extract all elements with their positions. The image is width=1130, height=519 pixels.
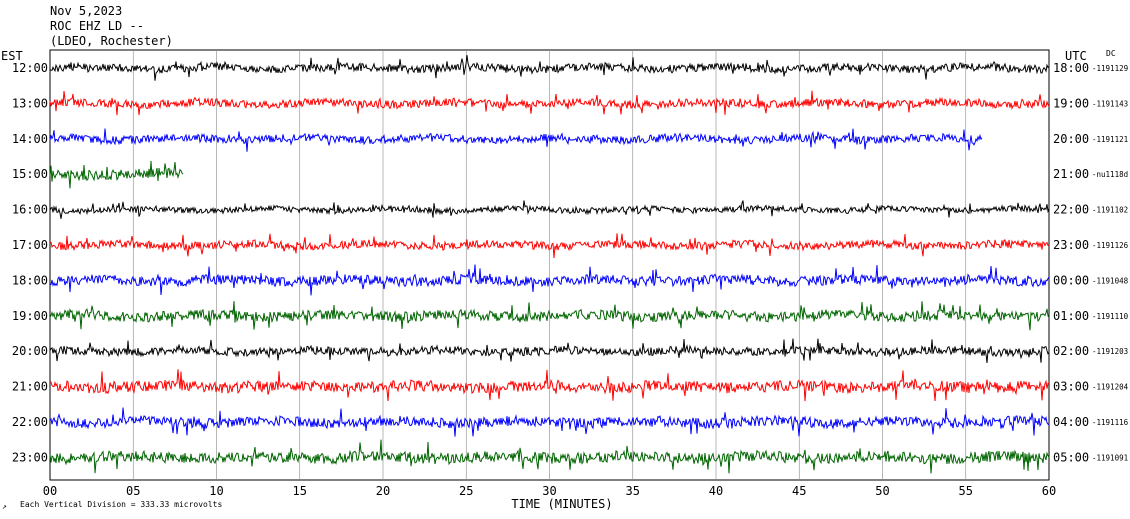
minute-grid bbox=[132, 50, 967, 480]
x-tick-label: 45 bbox=[792, 484, 806, 498]
network-label: (LDEO, Rochester) bbox=[50, 34, 173, 48]
est-label: 22:00 bbox=[12, 415, 48, 429]
dc-value: -1191091 bbox=[1092, 453, 1128, 462]
est-label: 21:00 bbox=[12, 380, 48, 394]
trace-row bbox=[49, 301, 1050, 331]
est-label: 17:00 bbox=[12, 238, 48, 252]
x-tick-label: 55 bbox=[959, 484, 973, 498]
trace-row bbox=[49, 264, 1050, 296]
x-tick-label: 10 bbox=[209, 484, 223, 498]
dc-value: -1191110 bbox=[1092, 312, 1129, 321]
dc-value: -1191204 bbox=[1092, 383, 1129, 392]
utc-label: 19:00 bbox=[1053, 96, 1089, 110]
footer-note: Each Vertical Division = 333.33 microvol… bbox=[20, 500, 222, 509]
est-label: 23:00 bbox=[12, 450, 48, 464]
dc-value: -nu1118d bbox=[1092, 170, 1128, 179]
dc-value: -1191143 bbox=[1092, 99, 1128, 108]
est-axis-label: EST bbox=[1, 49, 23, 63]
est-label: 14:00 bbox=[12, 132, 48, 146]
trace-row bbox=[49, 200, 1050, 219]
trace-row bbox=[49, 439, 1050, 474]
dc-value: -1191048 bbox=[1092, 276, 1129, 285]
x-tick-label: 00 bbox=[43, 484, 57, 498]
scale-icon: ↗ bbox=[2, 502, 7, 511]
dc-value: -1191203 bbox=[1092, 347, 1128, 356]
dc-label: DC bbox=[1106, 49, 1116, 58]
trace-group bbox=[49, 55, 1050, 474]
x-tick-label: 30 bbox=[542, 484, 556, 498]
utc-axis-label: UTC bbox=[1065, 49, 1087, 63]
trace-row bbox=[49, 407, 1050, 437]
utc-label: 20:00 bbox=[1053, 132, 1089, 146]
est-label: 19:00 bbox=[12, 309, 48, 323]
utc-label: 04:00 bbox=[1053, 415, 1089, 429]
utc-label: 21:00 bbox=[1053, 167, 1089, 181]
dc-value: -1191129 bbox=[1092, 64, 1128, 73]
trace-row bbox=[49, 338, 1050, 364]
utc-label: 22:00 bbox=[1053, 203, 1089, 217]
est-label: 16:00 bbox=[12, 203, 48, 217]
est-label: 12:00 bbox=[12, 61, 48, 75]
est-time-labels: 12:00 13:00 14:00 15:00 16:00 17:00 18:00 19:00… bbox=[12, 61, 48, 464]
dc-value: -1191102 bbox=[1092, 206, 1128, 215]
x-tick-label: 50 bbox=[875, 484, 889, 498]
utc-label: 23:00 bbox=[1053, 238, 1089, 252]
dc-value: -1191121 bbox=[1092, 135, 1128, 144]
utc-time-labels: 18:00 19:00 20:00 21:00 22:00 23:00 00:00 01:00… bbox=[1053, 61, 1089, 464]
x-tick-labels: 00 05 10 15 20 25 30 35 40 45 50 55 60 bbox=[43, 484, 1056, 498]
trace-row bbox=[49, 233, 1050, 259]
date-label: Nov 5,2023 bbox=[50, 4, 122, 18]
dc-offset-labels: -1191129 -1191143 -1191121 -nu1118d -1191102… bbox=[1092, 64, 1129, 462]
est-label: 13:00 bbox=[12, 96, 48, 110]
utc-label: 03:00 bbox=[1053, 380, 1089, 394]
utc-label: 01:00 bbox=[1053, 309, 1089, 323]
x-tick-label: 20 bbox=[376, 484, 390, 498]
trace-row bbox=[49, 369, 1049, 402]
dc-value: -1191126 bbox=[1092, 241, 1129, 250]
utc-label: 00:00 bbox=[1053, 273, 1089, 287]
x-tick-label: 60 bbox=[1042, 484, 1056, 498]
trace-row bbox=[49, 55, 1050, 81]
x-tick-label: 35 bbox=[626, 484, 640, 498]
x-tick-label: 15 bbox=[293, 484, 307, 498]
est-label: 15:00 bbox=[12, 167, 48, 181]
est-label: 20:00 bbox=[12, 344, 48, 358]
x-tick-label: 40 bbox=[709, 484, 723, 498]
utc-label: 05:00 bbox=[1053, 450, 1089, 464]
est-label: 18:00 bbox=[12, 273, 48, 287]
trace-row bbox=[49, 128, 983, 152]
x-tick-label: 25 bbox=[459, 484, 473, 498]
station-label: ROC EHZ LD -- bbox=[50, 19, 144, 33]
trace-row bbox=[49, 160, 184, 189]
trace-row bbox=[49, 90, 1050, 116]
dc-value: -1191116 bbox=[1092, 418, 1129, 427]
utc-label: 18:00 bbox=[1053, 61, 1089, 75]
x-axis-title: TIME (MINUTES) bbox=[511, 497, 612, 511]
utc-label: 02:00 bbox=[1053, 344, 1089, 358]
x-tick-label: 05 bbox=[126, 484, 140, 498]
